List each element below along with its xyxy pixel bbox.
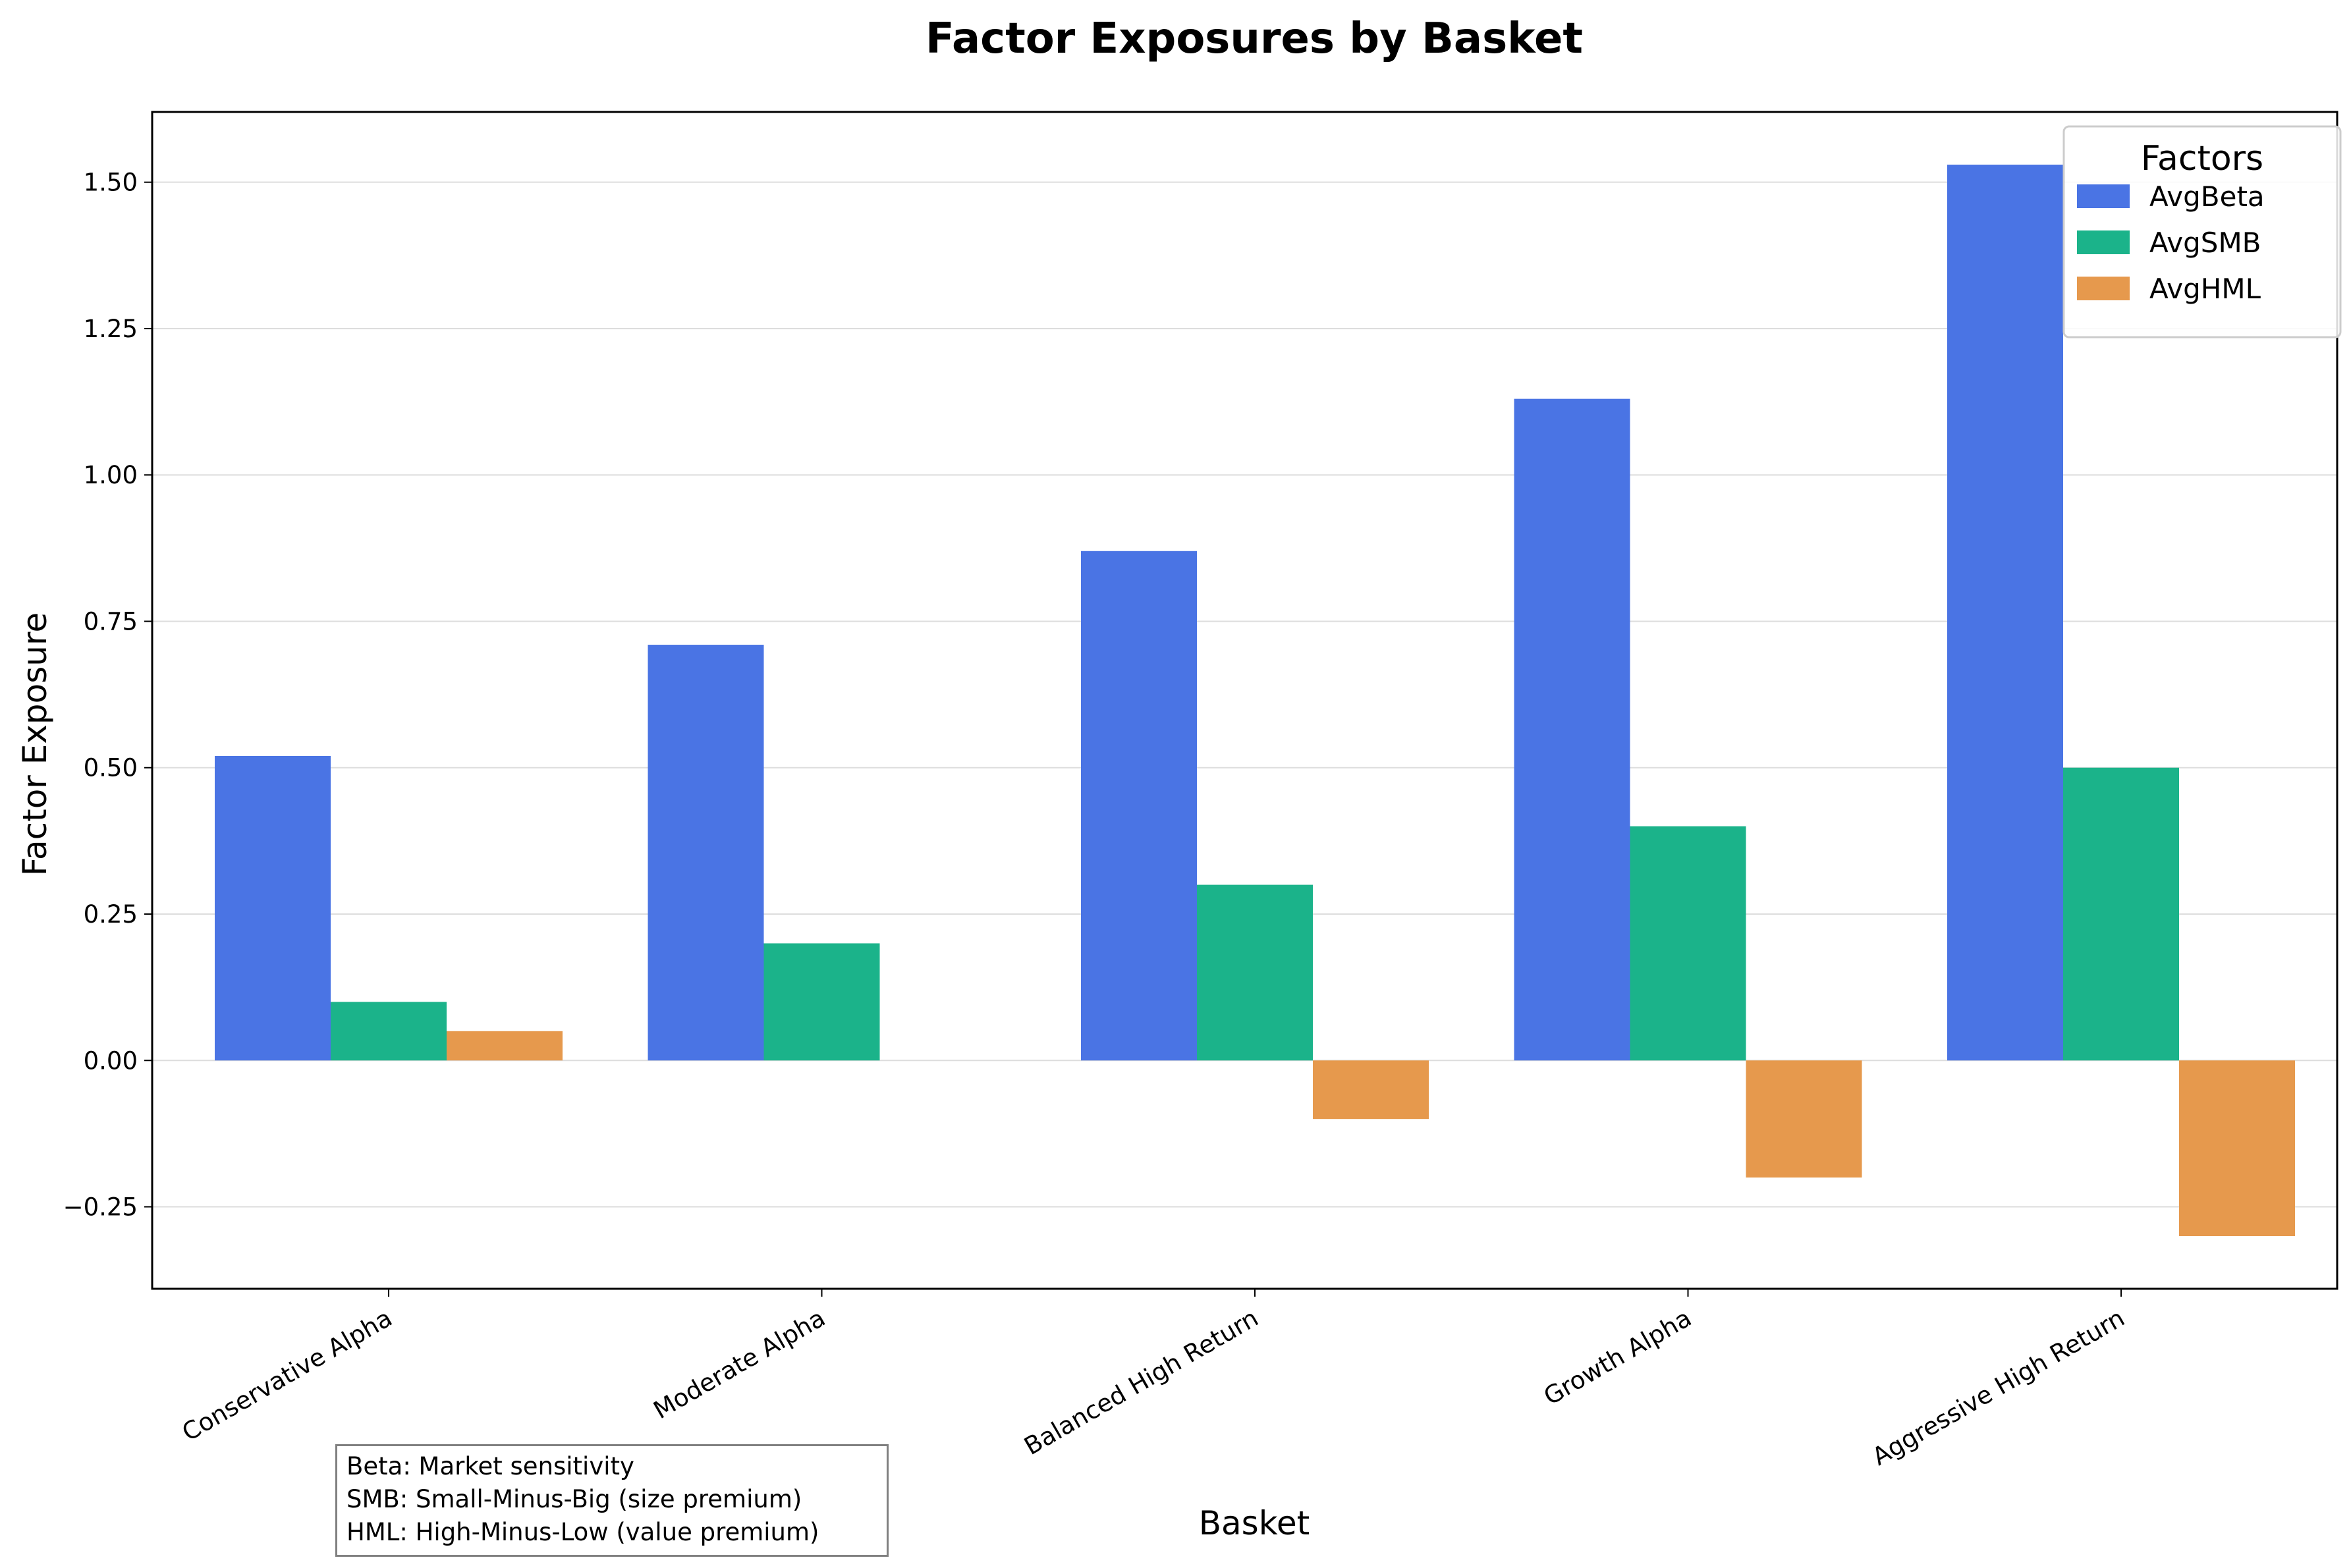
legend-swatch-avghml bbox=[2077, 277, 2130, 300]
y-tick-label: 1.00 bbox=[84, 461, 138, 489]
bar-avgbeta-3 bbox=[1514, 398, 1630, 1061]
bar-avgsmb-2 bbox=[1197, 884, 1313, 1061]
plot-frame bbox=[151, 111, 2338, 1290]
bar-avgbeta-2 bbox=[1081, 551, 1197, 1061]
legend-title: Factors bbox=[2141, 139, 2263, 178]
legend-swatch-avgsmb bbox=[2077, 230, 2130, 254]
bar-avgsmb-4 bbox=[2063, 767, 2179, 1061]
legend-label-avgsmb: AvgSMB bbox=[2149, 227, 2261, 259]
legend: Factors AvgBeta AvgSMB AvgHML bbox=[2062, 125, 2342, 338]
bar-avgbeta-4 bbox=[1947, 165, 2063, 1061]
y-tick-label: 0.50 bbox=[84, 754, 138, 782]
y-axis-ticks: −0.25 0.00 0.25 0.50 0.75 1.00 1.25 1.50 bbox=[63, 169, 152, 1222]
x-tick-label: Conservative Alpha bbox=[177, 1304, 397, 1447]
bar-avghml-3 bbox=[1746, 1060, 1862, 1178]
note-line-beta: Beta: Market sensitivity bbox=[346, 1452, 634, 1480]
y-tick-label: −0.25 bbox=[63, 1193, 138, 1222]
legend-label-avgbeta: AvgBeta bbox=[2149, 180, 2265, 213]
y-tick-label: 0.00 bbox=[84, 1046, 138, 1075]
legend-label-avghml: AvgHML bbox=[2149, 273, 2261, 305]
x-axis-label: Basket bbox=[1199, 1504, 1310, 1542]
x-tick-label: Balanced High Return bbox=[1020, 1304, 1263, 1461]
x-tick-label: Moderate Alpha bbox=[649, 1304, 830, 1425]
note-line-hml: HML: High-Minus-Low (value premium) bbox=[346, 1518, 819, 1546]
y-axis-label: Factor Exposure bbox=[16, 612, 54, 876]
bar-avghml-4 bbox=[2179, 1060, 2295, 1236]
y-tick-label: 1.50 bbox=[84, 169, 138, 197]
chart-title: Factor Exposures by Basket bbox=[926, 14, 1583, 63]
x-tick-label: Aggressive High Return bbox=[1867, 1304, 2130, 1471]
bar-avgbeta-1 bbox=[648, 645, 764, 1061]
bars bbox=[215, 165, 2295, 1236]
y-tick-label: 0.25 bbox=[84, 900, 138, 929]
y-tick-label: 1.25 bbox=[84, 315, 138, 343]
bar-avgsmb-1 bbox=[763, 943, 880, 1061]
axes bbox=[151, 111, 2338, 1290]
y-tick-label: 0.75 bbox=[84, 607, 138, 635]
legend-frame bbox=[2062, 125, 2342, 338]
note-line-smb: SMB: Small-Minus-Big (size premium) bbox=[346, 1485, 802, 1513]
bar-avghml-2 bbox=[1313, 1060, 1429, 1120]
bar-avgsmb-0 bbox=[331, 1002, 447, 1061]
bar-avgbeta-0 bbox=[215, 755, 331, 1061]
bar-avghml-0 bbox=[447, 1031, 563, 1061]
factor-definitions-note: Beta: Market sensitivity SMB: Small-Minu… bbox=[335, 1444, 889, 1557]
legend-swatch-avgbeta bbox=[2077, 184, 2130, 208]
bar-avgsmb-3 bbox=[1630, 826, 1746, 1061]
x-tick-label: Growth Alpha bbox=[1539, 1304, 1696, 1411]
